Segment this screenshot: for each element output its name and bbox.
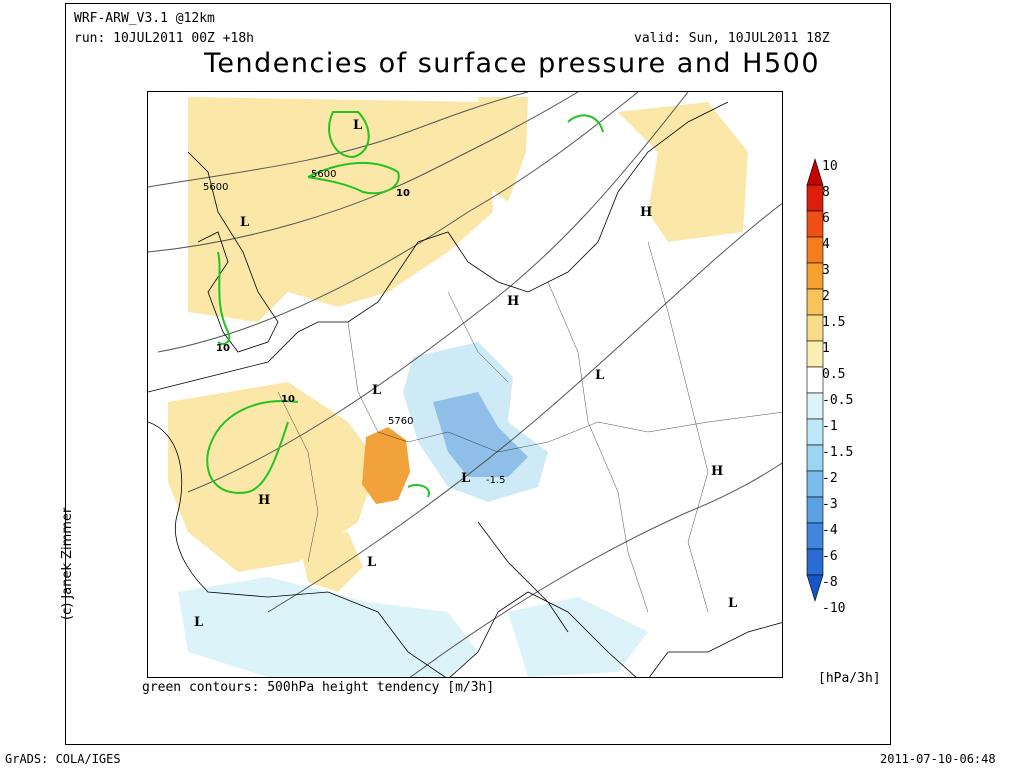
pressure-centre-h-icon: H bbox=[711, 464, 723, 479]
contour-label: 5600 bbox=[311, 169, 336, 180]
pressure-centre-l-icon: L bbox=[240, 215, 249, 230]
colorbar-bin bbox=[806, 444, 824, 472]
pressure-centre-l-icon: L bbox=[353, 118, 362, 133]
contour-label: 5760 bbox=[388, 416, 413, 427]
tendency-region-russia bbox=[618, 102, 748, 242]
colorbar-tick-label: 3 bbox=[822, 263, 830, 278]
colorbar-bin bbox=[806, 210, 824, 238]
pressure-centre-l-icon: L bbox=[595, 368, 604, 383]
weather-map: L L H H L L H L H L L L 5600 5600 5760 1… bbox=[147, 91, 783, 678]
colorbar-bin bbox=[806, 184, 824, 212]
pressure-centre-l-icon: L bbox=[461, 471, 470, 486]
country-borders bbox=[277, 241, 782, 613]
colorbar-bin bbox=[806, 288, 824, 316]
colorbar-bin bbox=[806, 262, 824, 290]
coastlines bbox=[148, 101, 782, 677]
pressure-centres: L L H H L L H L H L L L bbox=[194, 118, 737, 630]
pressure-centre-l-icon: L bbox=[367, 555, 376, 570]
tendency-region-adriatic bbox=[508, 597, 648, 677]
colorbar-bin bbox=[806, 314, 824, 342]
pressure-centre-l-icon: L bbox=[372, 383, 381, 398]
tendency-region-iberia-warm bbox=[298, 532, 363, 592]
colorbar-tick-label: -8 bbox=[822, 575, 838, 590]
colorbar-tick-label: -4 bbox=[822, 523, 838, 538]
pressure-centre-l-icon: L bbox=[194, 615, 203, 630]
pressure-centre-l-icon: L bbox=[728, 596, 737, 611]
contour-label: 10 bbox=[396, 188, 410, 199]
colorbar-tick-label: 1 bbox=[822, 341, 830, 356]
colorbar-bin bbox=[806, 392, 824, 420]
colorbar-bin bbox=[806, 548, 824, 576]
colorbar-bin bbox=[806, 157, 824, 186]
colorbar-tick-label: 10 bbox=[822, 159, 838, 174]
grads-label: GrADS: COLA/IGES bbox=[5, 752, 121, 766]
colorbar-tick-label: 1.5 bbox=[822, 315, 846, 330]
colorbar-bin bbox=[806, 366, 824, 394]
contour-label: 5600 bbox=[203, 182, 228, 193]
timestamp-label: 2011-07-10-06:48 bbox=[880, 752, 996, 766]
pressure-centre-h-icon: H bbox=[640, 205, 652, 220]
colorbar-tick-label: 0.5 bbox=[822, 367, 846, 382]
colorbar-tick-label: 8 bbox=[822, 185, 830, 200]
credit-label: (c) Janek Zimmer bbox=[60, 507, 75, 620]
geopotential-contours bbox=[148, 92, 782, 677]
colorbar-tick-label: -3 bbox=[822, 497, 838, 512]
contour-labels: 5600 5600 5760 10 10 10 -1.5 bbox=[203, 169, 506, 486]
run-label: run: 10JUL2011 00Z +18h bbox=[74, 31, 255, 46]
contour-label: 10 bbox=[281, 394, 295, 405]
contour-label: -1.5 bbox=[486, 475, 506, 486]
colorbar-tick-label: -6 bbox=[822, 549, 838, 564]
legend-note: green contours: 500hPa height tendency [… bbox=[142, 680, 495, 695]
pressure-tendency-shading bbox=[168, 97, 748, 677]
pressure-centre-h-icon: H bbox=[258, 493, 270, 508]
colorbar-tick-label: 2 bbox=[822, 289, 830, 304]
tendency-region-scandinavia bbox=[478, 97, 528, 202]
tendency-region-blue-central bbox=[433, 392, 528, 477]
colorbar-unit: [hPa/3h] bbox=[818, 671, 881, 686]
tendency-region-north-sea bbox=[188, 97, 493, 322]
colorbar-bin bbox=[806, 418, 824, 446]
colorbar-tick-label: -0.5 bbox=[822, 393, 854, 408]
colorbar-bin bbox=[806, 574, 824, 603]
colorbar bbox=[803, 133, 833, 629]
colorbar-graphic bbox=[806, 157, 824, 603]
colorbar-tick-label: 4 bbox=[822, 237, 830, 252]
colorbar-bin bbox=[806, 470, 824, 498]
contour-label: 10 bbox=[216, 343, 230, 354]
pressure-centre-h-icon: H bbox=[507, 294, 519, 309]
plot-frame bbox=[65, 3, 891, 745]
colorbar-bin bbox=[806, 496, 824, 524]
tendency-region-alps-orange bbox=[362, 427, 410, 504]
map-canvas: L L H H L L H L H L L L 5600 5600 5760 1… bbox=[148, 92, 782, 677]
colorbar-bin bbox=[806, 522, 824, 550]
colorbar-tick-label: -1 bbox=[822, 419, 838, 434]
colorbar-tick-label: -2 bbox=[822, 471, 838, 486]
colorbar-tick-label: -1.5 bbox=[822, 445, 854, 460]
colorbar-bin bbox=[806, 236, 824, 264]
page-title: Tendencies of surface pressure and H500 bbox=[204, 48, 820, 79]
colorbar-tick-label: 6 bbox=[822, 211, 830, 226]
model-label: WRF-ARW_V3.1 @12km bbox=[74, 11, 215, 26]
valid-time-label: valid: Sun, 10JUL2011 18Z bbox=[634, 31, 830, 46]
tendency-region-france bbox=[168, 382, 378, 572]
tendency-region-mediterranean bbox=[178, 577, 478, 677]
colorbar-tick-label: -10 bbox=[822, 601, 846, 616]
colorbar-bin bbox=[806, 340, 824, 368]
h500-tendency-contours bbox=[206, 111, 604, 498]
